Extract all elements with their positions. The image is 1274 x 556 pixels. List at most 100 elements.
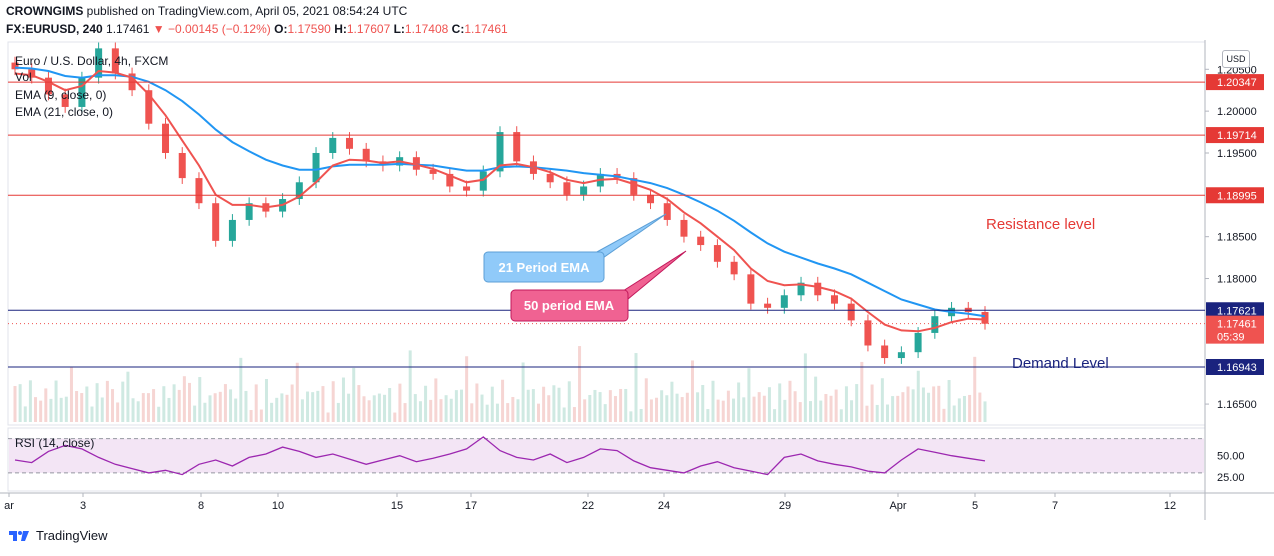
volume-bar bbox=[275, 397, 279, 422]
volume-bar bbox=[105, 380, 109, 422]
bar-countdown: 05:39 bbox=[1217, 332, 1245, 344]
volume-bar bbox=[773, 409, 777, 422]
volume-bar bbox=[501, 379, 505, 422]
volume-bar bbox=[506, 403, 510, 422]
ema50-callout bbox=[510, 289, 629, 322]
volume-bar bbox=[824, 394, 828, 422]
volume-bar bbox=[460, 389, 464, 422]
candle-body bbox=[496, 132, 504, 172]
ema21-callout-pointer bbox=[594, 213, 667, 261]
volume-bar bbox=[249, 410, 253, 422]
level-price-tag bbox=[1206, 302, 1264, 319]
legend-rsi[interactable]: RSI (14, close) bbox=[15, 436, 95, 450]
volume-bar bbox=[321, 386, 325, 422]
volume-bar bbox=[223, 384, 227, 422]
volume-bar bbox=[865, 405, 869, 422]
volume-bar bbox=[352, 367, 356, 422]
candle-body bbox=[412, 157, 420, 170]
volume-bar bbox=[670, 381, 674, 422]
volume-bar bbox=[511, 397, 515, 422]
candle-body bbox=[345, 137, 353, 149]
volume-bar bbox=[439, 399, 443, 422]
volume-bar bbox=[778, 383, 782, 422]
volume-bar bbox=[906, 386, 910, 422]
candle-body bbox=[463, 186, 471, 191]
x-tick-label: 17 bbox=[465, 500, 477, 512]
volume-bar bbox=[665, 395, 669, 422]
volume-bar bbox=[757, 392, 761, 422]
x-tick-label: 12 bbox=[1164, 500, 1176, 512]
candle-body bbox=[479, 171, 487, 191]
candle-body bbox=[830, 295, 838, 304]
currency-button[interactable]: USD bbox=[1222, 50, 1250, 68]
volume-bar bbox=[413, 394, 417, 422]
volume-bar bbox=[634, 353, 638, 422]
volume-bar bbox=[860, 361, 864, 422]
volume-bar bbox=[152, 389, 156, 422]
volume-bar bbox=[870, 384, 874, 422]
volume-bar bbox=[367, 400, 371, 422]
candle-body bbox=[697, 236, 705, 246]
demand-annotation: Demand Level bbox=[1012, 355, 1109, 372]
candle-body bbox=[446, 173, 454, 187]
legend-ema21[interactable]: EMA (21, close, 0) bbox=[15, 105, 114, 119]
volume-bar bbox=[875, 404, 879, 422]
candle-body bbox=[797, 282, 805, 296]
candle-body bbox=[764, 303, 772, 308]
volume-bar bbox=[229, 389, 233, 422]
resistance-annotation: Resistance level bbox=[986, 216, 1095, 233]
volume-bar bbox=[675, 393, 679, 422]
volume-bar bbox=[182, 376, 186, 422]
candle-body bbox=[680, 219, 688, 237]
price-chart[interactable]: 1.205001.200001.195001.185001.180001.165… bbox=[0, 40, 1274, 526]
volume-bar bbox=[336, 402, 340, 422]
legend-ema9[interactable]: EMA (9, close, 0) bbox=[15, 88, 107, 102]
volume-bar bbox=[690, 360, 694, 422]
candle-body bbox=[931, 316, 939, 333]
volume-bar bbox=[947, 380, 951, 422]
legend-volume[interactable]: Vol bbox=[15, 70, 32, 84]
volume-bar bbox=[193, 405, 197, 422]
x-tick-label: 15 bbox=[391, 500, 403, 512]
legend-title[interactable]: Euro / U.S. Dollar, 4h, FXCM bbox=[15, 54, 169, 68]
volume-bar bbox=[726, 390, 730, 422]
volume-bar bbox=[927, 392, 931, 422]
volume-bar bbox=[660, 390, 664, 422]
volume-bar bbox=[146, 393, 150, 422]
y-tick-label: 1.18500 bbox=[1217, 232, 1257, 244]
candle-body bbox=[145, 90, 153, 124]
volume-bar bbox=[752, 396, 756, 422]
volume-bar bbox=[49, 398, 53, 422]
ema-21-line bbox=[14, 66, 986, 318]
volume-bar bbox=[187, 382, 191, 422]
candle-body bbox=[111, 48, 119, 74]
volume-bar bbox=[978, 392, 982, 422]
volume-bar bbox=[937, 385, 941, 422]
volume-bar bbox=[788, 380, 792, 422]
y-tick-label: 1.19500 bbox=[1217, 148, 1257, 160]
candle-body bbox=[780, 295, 788, 308]
volume-bar bbox=[901, 392, 905, 422]
published-text: published on TradingView.com, April 05, … bbox=[86, 4, 408, 18]
close-value: 1.17461 bbox=[464, 22, 508, 36]
level-price-label: 1.16943 bbox=[1217, 362, 1257, 374]
volume-bar bbox=[454, 390, 458, 422]
candle-body bbox=[580, 186, 588, 195]
volume-bar bbox=[932, 386, 936, 422]
volume-bar bbox=[136, 401, 140, 422]
volume-bar bbox=[290, 384, 294, 422]
volume-bar bbox=[80, 393, 84, 422]
candle-body bbox=[663, 203, 671, 220]
volume-bar bbox=[254, 384, 258, 422]
volume-bar bbox=[111, 389, 115, 422]
volume-bar bbox=[578, 346, 582, 422]
volume-bar bbox=[732, 398, 736, 422]
volume-bar bbox=[624, 388, 628, 422]
volume-bar bbox=[829, 395, 833, 422]
candle-body bbox=[228, 219, 236, 241]
x-tick-label: ar bbox=[4, 500, 14, 512]
y-tick-label: 1.20000 bbox=[1217, 106, 1257, 118]
volume-bar bbox=[542, 386, 546, 422]
y-tick-label: 1.18000 bbox=[1217, 274, 1257, 286]
candle-body bbox=[162, 123, 170, 153]
